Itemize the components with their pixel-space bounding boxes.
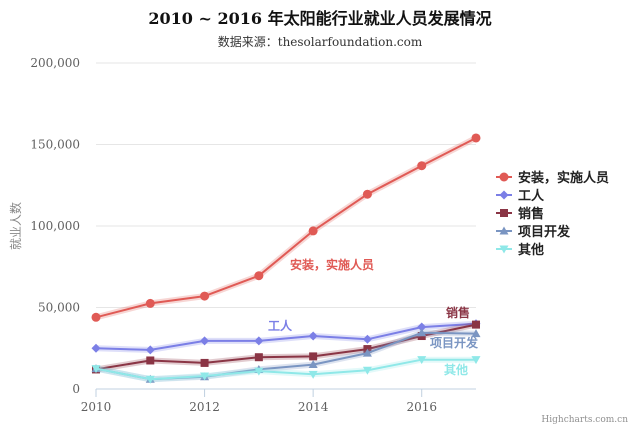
y-tick-label: 100,000: [30, 219, 80, 233]
series-label: 销售: [446, 305, 470, 320]
plot-area: [91, 133, 481, 384]
series-line: [95, 322, 477, 351]
chart-title: 2010 ~ 2016 年太阳能行业就业人员发展情况: [148, 9, 491, 28]
legend-marker[interactable]: [499, 190, 509, 200]
series-line: [95, 323, 477, 371]
x-tick-label: 2010: [81, 400, 112, 414]
data-point[interactable]: [91, 343, 101, 353]
legend-label: 项目开发: [518, 224, 571, 240]
data-point[interactable]: [362, 366, 372, 375]
y-tick-label: 200,000: [30, 56, 80, 70]
series-label: 安装，实施人员: [290, 257, 374, 272]
legend-marker[interactable]: [499, 245, 509, 254]
data-point[interactable]: [471, 356, 481, 365]
data-point[interactable]: [145, 345, 155, 355]
data-point[interactable]: [200, 336, 210, 346]
legend-label: 销售: [518, 206, 544, 222]
x-tick-label: 2016: [406, 400, 437, 414]
data-point[interactable]: [308, 226, 318, 236]
data-point[interactable]: [145, 298, 155, 308]
y-tick-label: 150,000: [30, 138, 80, 152]
legend-marker[interactable]: [499, 172, 509, 182]
series-label: 工人: [268, 318, 293, 333]
series-line: [95, 358, 476, 381]
chart-subtitle: 数据来源：thesolarfoundation.com: [218, 34, 423, 49]
data-point[interactable]: [309, 352, 318, 361]
legend-item[interactable]: 工人: [496, 188, 545, 204]
data-point[interactable]: [362, 348, 372, 357]
data-point[interactable]: [254, 353, 263, 362]
axes: 0 50,000 100,000 150,000 200,000 2010 2012 2014…: [30, 56, 476, 414]
series-line: [95, 137, 477, 319]
legend-marker[interactable]: [499, 226, 509, 235]
y-tick-label: 0: [72, 382, 80, 396]
data-point[interactable]: [254, 271, 264, 281]
data-point[interactable]: [362, 189, 372, 199]
data-point[interactable]: [145, 375, 155, 384]
legend-label: 安装，实施人员: [518, 170, 609, 186]
data-point[interactable]: [471, 133, 481, 143]
data-point[interactable]: [146, 356, 155, 365]
data-point[interactable]: [200, 291, 210, 301]
data-point[interactable]: [471, 329, 481, 338]
y-tick-label: 50,000: [38, 301, 80, 315]
legend-item[interactable]: 安装，实施人员: [496, 170, 609, 186]
series-label: 其他: [444, 362, 468, 377]
x-tick-label: 2012: [189, 400, 220, 414]
legend-label: 工人: [518, 188, 545, 204]
credits[interactable]: Highcharts.com.cn: [541, 415, 628, 425]
data-point[interactable]: [362, 334, 372, 344]
data-point[interactable]: [308, 370, 318, 379]
legend-item[interactable]: 其他: [496, 242, 544, 258]
data-point[interactable]: [417, 328, 427, 337]
legend-marker[interactable]: [500, 209, 508, 217]
data-point[interactable]: [254, 367, 264, 376]
data-point[interactable]: [417, 161, 427, 171]
data-point[interactable]: [417, 356, 427, 365]
data-point[interactable]: [200, 372, 210, 381]
data-point[interactable]: [417, 322, 427, 332]
data-point[interactable]: [91, 312, 101, 322]
y-axis-label: 就业人数: [8, 202, 23, 250]
series-label: 项目开发: [430, 335, 479, 350]
data-point[interactable]: [91, 365, 101, 374]
data-point[interactable]: [308, 331, 318, 341]
data-point[interactable]: [200, 358, 209, 367]
data-point[interactable]: [472, 320, 480, 329]
legend-item[interactable]: 项目开发: [496, 224, 571, 240]
data-point[interactable]: [308, 360, 318, 369]
data-point[interactable]: [254, 336, 264, 346]
x-tick-label: 2014: [298, 400, 329, 414]
legend-item[interactable]: 销售: [496, 206, 544, 222]
legend-label: 其他: [518, 242, 544, 258]
